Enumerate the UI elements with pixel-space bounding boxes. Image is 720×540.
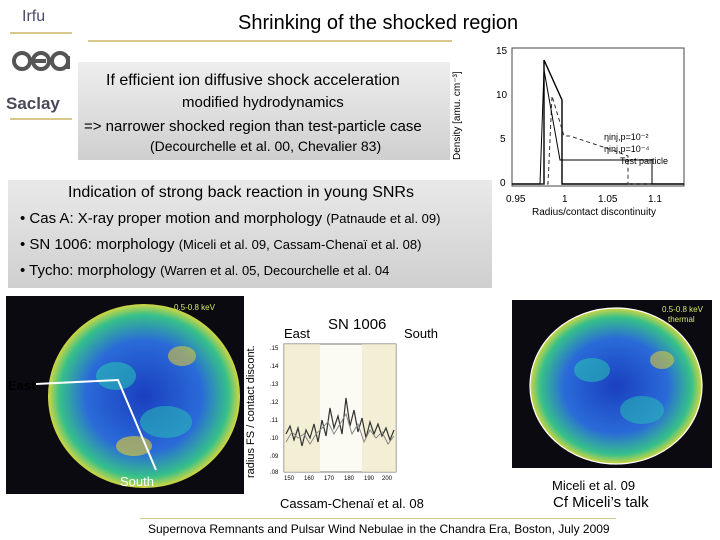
left-image-band: 0.5-0.8 keV — [174, 303, 216, 312]
density-xlabel: Radius/contact discontinuity — [532, 207, 656, 218]
density-annotation-1: ηinj,p=10⁻² — [604, 132, 649, 142]
bullet-sn1006-ref: (Miceli et al. 09, Cassam-Chenaï et al. … — [178, 237, 422, 252]
right-image-thermal: thermal — [668, 315, 695, 324]
density-curve-test-particle — [512, 69, 684, 185]
profile-xtick-1: 160 — [304, 476, 315, 482]
density-plot: Density [amu. cm⁻³] 15 10 5 0 ηinj,p=10⁻… — [452, 40, 692, 220]
irfu-label: Irfu — [22, 8, 46, 25]
acceleration-line: If efficient ion diffusive shock acceler… — [106, 72, 400, 89]
bullet-sn1006-name: SN 1006 — [29, 236, 88, 253]
bullet-cas-a: • Cas A: X-ray proper motion and morphol… — [20, 210, 441, 227]
bullet-sn1006-text: : morphology — [87, 236, 175, 253]
density-xtick-0: 0.95 — [506, 194, 526, 205]
sn1006-xray-image-right: 0.5-0.8 keV thermal — [512, 300, 712, 468]
miceli-citation: Miceli et al. 09 — [552, 478, 636, 493]
irfu-divider — [10, 32, 72, 34]
conference-footer: Supernova Remnants and Pulsar Wind Nebul… — [148, 522, 610, 536]
bullet-tycho-ref: (Warren et al. 05, Decourchelle et al. 0… — [160, 263, 390, 278]
profile-ytick-3: .12 — [270, 400, 279, 406]
left-image-south: South — [120, 474, 154, 489]
profile-xtick-0: 150 — [284, 476, 295, 482]
profile-ylabel: radius FS / contact discont. — [245, 345, 257, 478]
profile-ytick-4: .11 — [270, 418, 279, 424]
narrower-line: => narrower shocked region than test-par… — [84, 118, 422, 135]
back-reaction-heading: Indication of strong back reaction in yo… — [68, 184, 414, 201]
sn1006-xray-image-left: 0.5-0.8 keV East South — [6, 296, 244, 494]
reference-line: (Decourchelle et al. 00, Chevalier 83) — [150, 138, 382, 154]
profile-xtick-4: 190 — [364, 476, 375, 482]
bullet-cas-a-ref: (Patnaude et al. 09) — [326, 211, 441, 226]
cea-logo-icon — [12, 51, 70, 71]
saclay-label: Saclay — [6, 94, 60, 113]
footer-divider — [140, 518, 616, 519]
profile-data-line-2 — [285, 412, 395, 445]
profile-ytick-7: .08 — [270, 470, 279, 476]
density-curve-mid — [512, 95, 684, 185]
density-ytick-0: 0 — [500, 178, 506, 189]
miceli-talk-note: Cf Miceli’s talk — [553, 494, 649, 511]
density-xtick-2: 1.05 — [598, 194, 618, 205]
density-xtick-1: 1 — [562, 194, 568, 205]
title-divider — [88, 40, 688, 42]
density-annotation-3: Test particle — [620, 156, 668, 166]
profile-xtick-3: 180 — [344, 476, 355, 482]
density-annotation-2: ηinj,p=10⁻⁴ — [604, 144, 650, 154]
back-reaction-box: Indication of strong back reaction in yo… — [8, 180, 492, 288]
profile-ytick-5: .10 — [270, 436, 279, 442]
bullet-tycho-name: Tycho — [29, 262, 70, 279]
profile-ytick-1: .14 — [270, 364, 279, 370]
bullet-cas-a-text: : X-ray proper motion and morphology — [69, 210, 323, 227]
slide-title: Shrinking of the shocked region — [238, 12, 519, 34]
saclay-divider — [10, 118, 72, 120]
density-ytick-15: 15 — [496, 46, 508, 57]
density-ytick-10: 10 — [496, 90, 508, 101]
bullet-cas-a-name: Cas A — [29, 210, 70, 227]
bullet-tycho-text: : morphology — [69, 262, 156, 279]
profile-data-line — [285, 397, 395, 447]
left-image-east: East — [8, 378, 36, 393]
profile-ytick-6: .09 — [270, 454, 279, 460]
bullet-sn1006: • SN 1006: morphology (Miceli et al. 09,… — [20, 236, 422, 253]
profile-xtick-2: 170 — [324, 476, 335, 482]
acceleration-box: If efficient ion diffusive shock acceler… — [78, 62, 450, 160]
cassam-citation: Cassam-Chenaï et al. 08 — [280, 496, 424, 511]
profile-east-label: East — [284, 326, 311, 341]
bullet-tycho: • Tycho: morphology (Warren et al. 05, D… — [20, 262, 390, 279]
density-ytick-5: 5 — [500, 134, 506, 145]
radius-profile-plot: .15 .14 .13 .12 .11 .10 .09 .08 150 160 … — [270, 343, 397, 482]
hydro-line: modified hydrodynamics — [182, 94, 344, 111]
profile-ytick-2: .13 — [270, 382, 279, 388]
density-xtick-3: 1.1 — [648, 194, 662, 205]
right-image-band: 0.5-0.8 keV — [662, 305, 704, 314]
profile-south-label: South — [404, 326, 438, 341]
density-ylabel: Density [amu. cm⁻³] — [452, 71, 463, 160]
profile-xtick-5: 200 — [382, 476, 393, 482]
profile-target-label: SN 1006 — [328, 316, 387, 333]
profile-ytick-0: .15 — [270, 346, 279, 352]
